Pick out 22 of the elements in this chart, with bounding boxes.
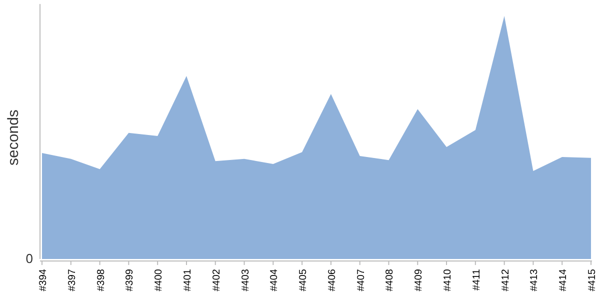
y-axis-title: seconds xyxy=(5,110,22,166)
x-tick-label: #398 xyxy=(96,268,107,292)
x-tick-label: #408 xyxy=(384,268,396,292)
text: 0 xyxy=(26,251,33,266)
x-tick-label: #406 xyxy=(326,268,338,292)
x-tick-label: #397 xyxy=(66,268,78,292)
x-tick-label: #414 xyxy=(558,268,570,292)
x-tick-label: #405 xyxy=(298,268,310,292)
x-tick-label: #413 xyxy=(529,268,540,292)
x-tick-label: #412 xyxy=(500,268,512,292)
x-tick-label: #401 xyxy=(182,268,194,292)
x-tick-label: #400 xyxy=(154,268,165,292)
x-tick-label: #415 xyxy=(587,268,598,292)
x-tick-label: #402 xyxy=(211,268,222,292)
x-tick-label: #410 xyxy=(442,268,454,292)
x-tick-label: #409 xyxy=(414,268,425,292)
x-tick-label: #394 xyxy=(38,268,49,292)
x-tick-label: #404 xyxy=(269,268,280,292)
x-tick-label: #411 xyxy=(471,268,482,291)
x-tick-label: #407 xyxy=(356,268,367,292)
x-tick-label: #403 xyxy=(240,268,252,292)
x-tick-label: #399 xyxy=(124,268,136,292)
